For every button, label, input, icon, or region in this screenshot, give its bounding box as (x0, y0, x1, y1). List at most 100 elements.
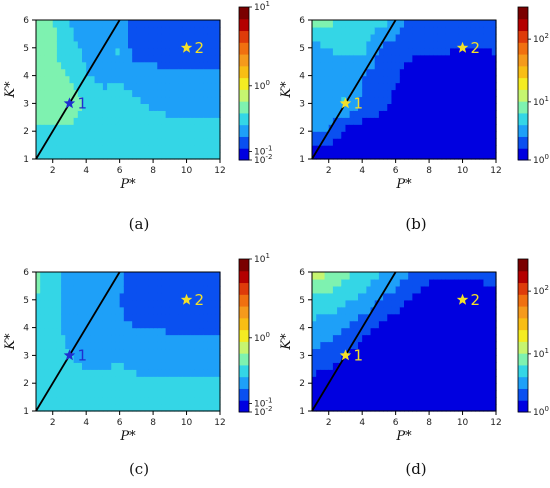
heatmap-cell (378, 278, 384, 287)
heatmap-cell (316, 376, 321, 384)
heatmap-cell (445, 320, 451, 329)
heatmap-cell (61, 61, 66, 70)
heatmap-cell (128, 152, 133, 160)
colorbar-segment (518, 77, 528, 90)
heatmap-cell (312, 117, 317, 125)
heatmap-cell (420, 278, 426, 287)
heatmap-cell (408, 103, 413, 111)
colorbar-tick-label: 10-2 (254, 405, 272, 418)
heatmap-cell (119, 82, 125, 91)
heatmap-cell (190, 117, 196, 125)
heatmap-cell (383, 306, 388, 315)
heatmap-cell (199, 341, 204, 350)
heatmap-cell (56, 82, 62, 91)
colorbar-segment (518, 42, 528, 55)
heatmap-cell (148, 68, 154, 77)
heatmap-cell (324, 20, 330, 28)
heatmap-cell (437, 334, 443, 343)
heatmap-cell (328, 110, 334, 118)
heatmap-cell (119, 327, 125, 336)
heatmap-cell (353, 54, 359, 63)
heatmap-cell (190, 54, 196, 63)
heatmap-cell (387, 68, 393, 77)
heatmap-cell (123, 47, 129, 56)
heatmap-cell (128, 40, 133, 49)
heatmap-cell (433, 61, 439, 70)
heatmap-cell (140, 341, 146, 350)
heatmap-cell (123, 306, 129, 315)
heatmap-cell (366, 390, 372, 398)
heatmap-cell (316, 341, 321, 350)
heatmap-cell (374, 348, 380, 356)
heatmap-cell (169, 145, 175, 153)
heatmap-cell (358, 61, 363, 70)
heatmap-cell (48, 103, 54, 111)
heatmap-cell (178, 306, 183, 315)
heatmap-cell (190, 348, 196, 356)
heatmap-cell (337, 33, 342, 42)
heatmap-cell (332, 61, 338, 70)
heatmap-cell (144, 40, 150, 49)
heatmap-cell (487, 348, 493, 356)
heatmap-cell (86, 61, 91, 70)
heatmap-cell (433, 54, 439, 63)
heatmap-cell (203, 96, 209, 104)
heatmap-cell (140, 292, 146, 301)
heatmap-cell (454, 341, 459, 350)
heatmap-cell (450, 20, 455, 28)
heatmap-cell (44, 355, 50, 363)
heatmap-cell (107, 376, 112, 384)
heatmap-cell (366, 54, 372, 63)
heatmap-cell (52, 278, 58, 287)
colorbar-segment (239, 148, 249, 161)
heatmap-cell (412, 131, 418, 139)
heatmap-cell (115, 40, 121, 49)
heatmap-cell (36, 96, 41, 104)
heatmap-cell (395, 397, 401, 405)
heatmap-cell (479, 117, 485, 125)
heatmap-cell (332, 376, 338, 384)
heatmap-cell (337, 89, 342, 98)
star-marker (456, 293, 469, 305)
heatmap-cell (169, 299, 175, 308)
heatmap-cell (123, 334, 129, 343)
heatmap-cell (441, 61, 447, 70)
heatmap-cell (136, 47, 142, 56)
heatmap-cell (424, 334, 430, 343)
heatmap-cell (69, 320, 75, 329)
heatmap-cell (437, 383, 443, 391)
heatmap-cell (148, 404, 154, 412)
heatmap-cell (362, 138, 367, 146)
heatmap-cell (416, 341, 422, 350)
heatmap-cell (90, 33, 96, 42)
heatmap-cell (69, 327, 75, 336)
heatmap-cell (94, 145, 100, 153)
heatmap-cell (111, 397, 117, 405)
heatmap-cell (424, 320, 430, 329)
heatmap-cell (65, 131, 71, 139)
heatmap-cell (148, 355, 154, 363)
x-tick-label: 8 (150, 418, 156, 428)
heatmap-cell (56, 341, 62, 350)
heatmap-cell (487, 40, 493, 49)
heatmap-cell (203, 369, 209, 377)
heatmap-cell (215, 362, 221, 370)
heatmap-cell (366, 152, 372, 160)
heatmap-cell (412, 327, 418, 336)
heatmap-cell (52, 117, 58, 125)
heatmap-cell (433, 285, 439, 294)
heatmap-cell (475, 96, 480, 104)
heatmap-cell (341, 33, 347, 42)
heatmap-cell (404, 47, 409, 56)
heatmap-cell (86, 138, 91, 146)
heatmap-cell (182, 348, 188, 356)
heatmap-cell (190, 40, 196, 49)
heatmap-cell (161, 96, 167, 104)
heatmap-cell (199, 54, 204, 63)
heatmap-cell (312, 285, 317, 294)
heatmap-cell (458, 68, 464, 77)
heatmap-cell (420, 320, 426, 329)
heatmap-cell (370, 152, 376, 160)
heatmap-cell (69, 68, 75, 77)
heatmap-cell (132, 383, 137, 391)
